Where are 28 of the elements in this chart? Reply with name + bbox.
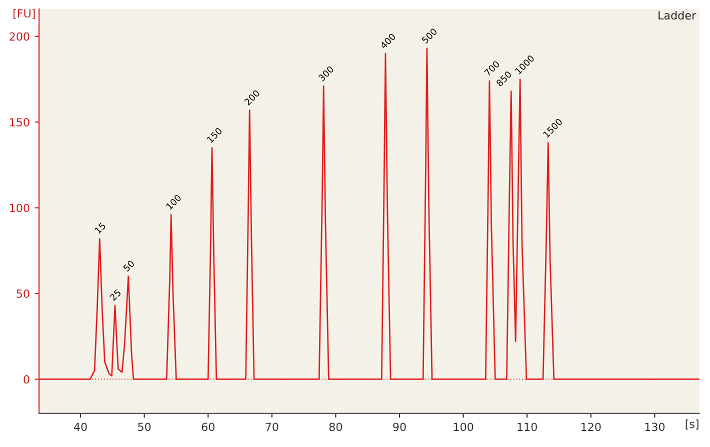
x-tick-label: 70 bbox=[266, 422, 278, 432]
x-tick-label: 50 bbox=[138, 422, 151, 432]
annotation: 25 bbox=[109, 289, 122, 301]
x-tick-label: 100 bbox=[454, 422, 474, 432]
y-tick-label: 150 bbox=[10, 118, 30, 126]
x-tick-label: 60 bbox=[202, 422, 214, 432]
y-tick-label: 200 bbox=[10, 32, 30, 41]
y-tick-label: 50 bbox=[16, 289, 30, 298]
annotation: 200 bbox=[244, 89, 260, 106]
x-tick-label: 40 bbox=[74, 422, 87, 432]
annotation: 400 bbox=[380, 32, 396, 50]
x-tick-label: 120 bbox=[582, 422, 601, 432]
x-tick-label: 80 bbox=[329, 422, 342, 432]
annotation: 500 bbox=[421, 28, 438, 44]
y-tick-label: 100 bbox=[10, 204, 30, 212]
x-axis-title: [s] bbox=[686, 420, 698, 430]
line-series bbox=[39, 48, 700, 380]
x-tick-label: 90 bbox=[393, 422, 406, 432]
annotation: 150 bbox=[206, 127, 222, 144]
y-axis-title: [FU] bbox=[14, 8, 35, 19]
x-tick-label: 130 bbox=[645, 422, 665, 432]
annotation: 50 bbox=[122, 260, 135, 272]
annotation: 300 bbox=[318, 65, 334, 82]
chart-title: Ladder bbox=[658, 10, 696, 20]
x-tick-label: 110 bbox=[518, 422, 537, 432]
annotation: 100 bbox=[166, 194, 182, 210]
y-tick-label: 0 bbox=[24, 375, 30, 384]
annotation: 15 bbox=[94, 222, 106, 234]
